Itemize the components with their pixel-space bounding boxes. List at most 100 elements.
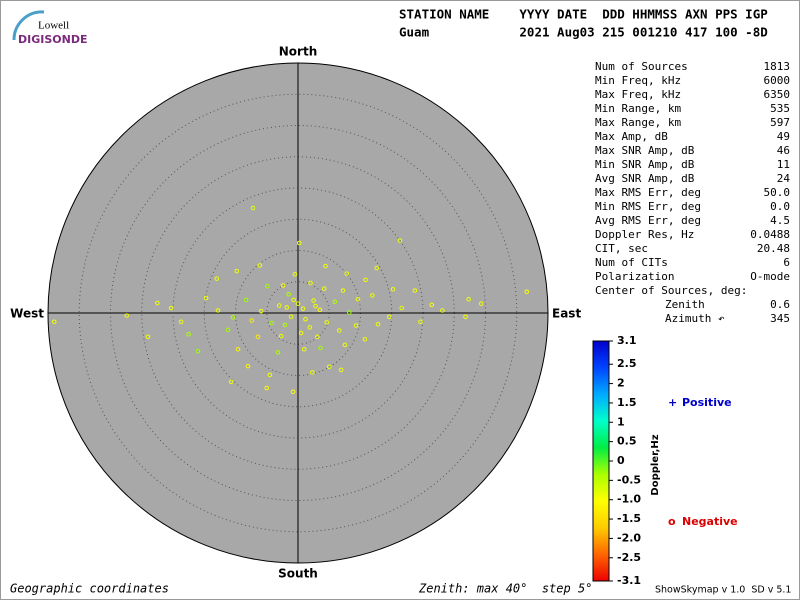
stat-value: 50.0 bbox=[764, 186, 791, 199]
colorbar-title: Doppler,Hz bbox=[650, 434, 661, 495]
colorbar-tick-label: 1.5 bbox=[617, 396, 637, 409]
source-point bbox=[250, 205, 256, 211]
source-point bbox=[257, 263, 263, 268]
source-point bbox=[386, 314, 392, 320]
source-point bbox=[323, 263, 328, 269]
stat-label: Avg SNR Amp, dB bbox=[595, 172, 695, 185]
source-point bbox=[303, 316, 308, 322]
source-point bbox=[296, 240, 302, 246]
compass-west: West bbox=[10, 307, 44, 321]
footer-right: ShowSkymap v 1.0 SD v 5.1 bbox=[655, 585, 791, 596]
stat-label: Min Range, km bbox=[595, 102, 681, 115]
stat-value: 345 bbox=[770, 312, 790, 325]
source-point bbox=[215, 308, 221, 313]
source-point bbox=[418, 319, 423, 325]
source-point bbox=[186, 331, 191, 337]
stat-label: Doppler Res, Hz bbox=[595, 228, 694, 241]
source-point bbox=[282, 322, 288, 328]
source-point bbox=[342, 342, 348, 348]
source-point bbox=[284, 305, 290, 310]
colorbar-tick-label: 0.5 bbox=[617, 435, 637, 448]
source-point bbox=[399, 305, 405, 311]
stat-value: O-mode bbox=[750, 270, 790, 283]
source-point bbox=[412, 288, 418, 293]
stat-label: Num of Sources bbox=[595, 60, 688, 73]
stat-label: Max Freq, kHz bbox=[595, 88, 681, 101]
stat-value: 0.0 bbox=[770, 200, 790, 213]
source-point bbox=[295, 301, 301, 306]
colorbar-tick-label: 3.1 bbox=[617, 334, 637, 347]
source-point bbox=[321, 286, 327, 291]
source-point bbox=[228, 379, 234, 385]
header-values: Guam 2021 Aug03 215 001210 417 100 -8D bbox=[399, 25, 768, 40]
stat-label: Avg RMS Err, deg bbox=[595, 214, 701, 227]
source-point bbox=[255, 334, 261, 340]
stat-label: Max Range, km bbox=[595, 116, 681, 129]
source-point bbox=[308, 280, 313, 286]
source-point bbox=[280, 283, 286, 288]
legend-label: Negative bbox=[682, 515, 738, 528]
source-point bbox=[195, 348, 201, 354]
stat-label: Min RMS Err, deg bbox=[595, 200, 701, 213]
source-point bbox=[397, 238, 403, 243]
stat-value: 49 bbox=[777, 130, 790, 143]
colorbar-tick-label: -2.0 bbox=[617, 531, 641, 544]
source-point bbox=[324, 320, 330, 325]
source-point bbox=[258, 308, 264, 314]
colorbar-tick-label: 2 bbox=[617, 377, 625, 390]
source-point bbox=[317, 307, 323, 313]
source-point bbox=[168, 305, 174, 311]
stat-value: 535 bbox=[770, 102, 790, 115]
source-point bbox=[340, 288, 346, 293]
stat-value: 1813 bbox=[764, 60, 791, 73]
source-point bbox=[249, 318, 255, 323]
colorbar-tick-label: -3.1 bbox=[617, 574, 641, 587]
source-point bbox=[267, 372, 273, 378]
source-point bbox=[178, 319, 184, 325]
stat-value: 0.0488 bbox=[750, 228, 790, 241]
colorbar-tick-label: -0.5 bbox=[617, 473, 641, 486]
colorbar-tick-label: -1.5 bbox=[617, 512, 641, 525]
colorbar-tick-label: -1.0 bbox=[617, 493, 641, 506]
source-point bbox=[370, 293, 375, 298]
source-point bbox=[245, 363, 251, 369]
source-point bbox=[298, 330, 304, 336]
logo-bottom: DIGISONDE bbox=[18, 33, 87, 46]
logo-swoosh bbox=[12, 10, 45, 41]
source-point bbox=[338, 367, 344, 373]
source-point bbox=[265, 283, 270, 289]
source-point bbox=[234, 268, 240, 274]
compass-north: North bbox=[279, 45, 317, 59]
stat-label: CIT, sec bbox=[595, 242, 648, 255]
stat-label: Azimuth ↶ bbox=[665, 312, 725, 325]
colorbar-tick-label: 1 bbox=[617, 415, 625, 428]
colorbar-tick-label: -2.5 bbox=[617, 551, 641, 564]
source-point bbox=[278, 333, 284, 339]
stat-label: Polarization bbox=[595, 270, 674, 283]
stat-label: Min Freq, kHz bbox=[595, 74, 681, 87]
source-point bbox=[318, 345, 323, 351]
source-point bbox=[145, 334, 151, 340]
source-point bbox=[390, 286, 396, 292]
source-point bbox=[307, 325, 313, 330]
compass-east: East bbox=[552, 307, 581, 321]
source-point bbox=[375, 321, 381, 327]
stat-value: 6000 bbox=[764, 74, 791, 87]
source-point bbox=[310, 370, 315, 375]
stat-value: 20.48 bbox=[757, 242, 790, 255]
source-point bbox=[243, 297, 249, 303]
source-point bbox=[353, 323, 359, 328]
stat-label: Max RMS Err, deg bbox=[595, 186, 701, 199]
source-point bbox=[300, 306, 306, 311]
source-point bbox=[288, 314, 294, 320]
legend-symbol: o bbox=[668, 515, 676, 528]
source-point bbox=[214, 276, 220, 281]
source-point bbox=[291, 297, 296, 303]
stat-label: Center of Sources, deg: bbox=[595, 284, 747, 297]
source-point bbox=[374, 265, 380, 271]
stat-label: Min SNR Amp, dB bbox=[595, 158, 695, 171]
stat-value: 597 bbox=[770, 116, 790, 129]
source-point bbox=[269, 320, 275, 326]
source-point bbox=[524, 289, 530, 295]
